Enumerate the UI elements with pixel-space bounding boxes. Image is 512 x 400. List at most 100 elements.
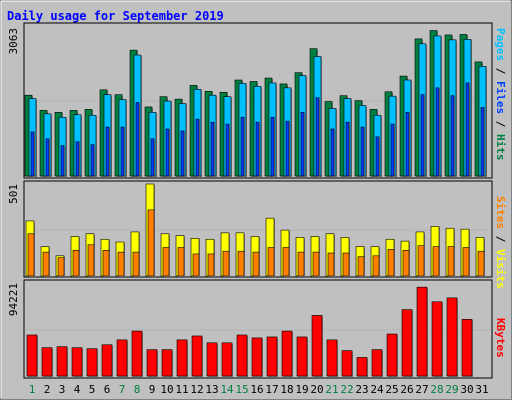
bar-pages-day-18: [285, 120, 290, 177]
x-tick-label-day-17: 17: [265, 383, 278, 396]
bar-pages-day-15: [240, 116, 245, 177]
legend-pages: Pages: [494, 28, 507, 61]
x-tick-label-day-21: 21: [325, 383, 338, 396]
bar-kbytes-day-4: [71, 347, 83, 377]
bar-pages-day-30: [465, 82, 470, 177]
bar-kbytes-day-22: [341, 350, 353, 377]
bar-sites-day-21: [327, 252, 335, 277]
x-tick-label-day-6: 6: [104, 383, 111, 396]
x-tick-label-day-1: 1: [29, 383, 36, 396]
bar-kbytes-day-29: [446, 297, 458, 377]
x-tick-label-day-26: 26: [400, 383, 413, 396]
y-max-label-hits: 3063: [7, 28, 20, 55]
bar-sites-day-31: [477, 250, 485, 277]
bar-kbytes-day-8: [131, 330, 143, 377]
bar-kbytes-day-1: [26, 334, 38, 377]
x-tick-label-day-5: 5: [89, 383, 96, 396]
bar-kbytes-day-3: [56, 346, 68, 377]
y-axis-label-hits-files-pages: Pages / Files / Hits: [494, 28, 507, 161]
bar-pages-day-6: [105, 126, 110, 177]
bar-pages-day-29: [450, 95, 455, 177]
x-tick-label-day-23: 23: [355, 383, 368, 396]
bar-pages-day-21: [330, 128, 335, 177]
x-axis-tick-labels: 1 2 3 4 5 6 7 8 9 10 11 12 13 14 15 16 17 18 19 20 21 22 23 24 2…: [29, 383, 489, 396]
x-tick-label-day-28: 28: [430, 383, 443, 396]
bar-sites-day-7: [117, 251, 125, 277]
bar-pages-day-1: [30, 131, 35, 177]
x-tick-label-day-2: 2: [44, 383, 51, 396]
bar-sites-day-28: [432, 246, 440, 277]
bar-sites-day-23: [357, 256, 365, 277]
bar-sites-day-16: [252, 251, 260, 277]
bar-pages-day-10: [165, 128, 170, 177]
x-tick-label-day-16: 16: [250, 383, 263, 396]
bar-sites-day-22: [342, 252, 350, 277]
bar-sites-day-27: [417, 245, 425, 277]
bar-sites-day-3: [57, 257, 65, 277]
bar-sites-day-24: [372, 255, 380, 277]
bar-sites-day-2: [42, 251, 50, 277]
bar-pages-day-3: [60, 145, 65, 177]
bar-pages-day-4: [75, 141, 80, 177]
bar-sites-day-30: [462, 247, 470, 277]
legend-sites: Sites: [494, 196, 507, 229]
bar-sites-day-26: [402, 249, 410, 277]
bar-kbytes-day-17: [266, 336, 278, 377]
bar-kbytes-day-14: [221, 342, 233, 377]
x-tick-label-day-15: 15: [235, 383, 248, 396]
bar-kbytes-day-11: [176, 339, 188, 377]
legend-hits: Hits: [494, 134, 507, 161]
bar-pages-day-26: [405, 112, 410, 177]
y-max-label-kbytes: 94221: [7, 283, 20, 316]
bar-pages-day-7: [120, 126, 125, 177]
x-tick-label-day-29: 29: [445, 383, 458, 396]
bar-kbytes-day-23: [356, 357, 368, 377]
y-max-label-visits: 501: [7, 184, 20, 204]
bar-kbytes-day-28: [431, 301, 443, 377]
bar-kbytes-day-16: [251, 337, 263, 377]
bar-sites-day-10: [162, 247, 170, 277]
bar-sites-day-11: [177, 247, 185, 277]
bar-pages-day-16: [255, 121, 260, 177]
bar-sites-day-13: [207, 253, 215, 277]
x-tick-label-day-22: 22: [340, 383, 353, 396]
bar-pages-day-9: [150, 138, 155, 177]
legend-sep-2: /: [494, 114, 507, 134]
bar-kbytes-day-10: [161, 349, 173, 377]
x-tick-label-day-3: 3: [59, 383, 66, 396]
bar-kbytes-day-24: [371, 349, 383, 377]
x-tick-label-day-4: 4: [74, 383, 81, 396]
x-tick-label-day-24: 24: [370, 383, 384, 396]
panel-kbytes-bars: [25, 286, 491, 377]
x-tick-label-day-7: 7: [119, 383, 126, 396]
bar-kbytes-day-20: [311, 315, 323, 377]
bar-sites-day-6: [102, 249, 110, 277]
legend-files: Files: [494, 81, 507, 114]
bar-sites-day-5: [87, 244, 95, 277]
bar-kbytes-day-30: [461, 319, 473, 377]
x-tick-label-day-9: 9: [149, 383, 156, 396]
x-tick-label-day-25: 25: [385, 383, 398, 396]
bar-sites-day-25: [387, 249, 395, 277]
bar-sites-day-29: [447, 246, 455, 277]
x-tick-label-day-19: 19: [295, 383, 308, 396]
x-tick-label-day-27: 27: [415, 383, 428, 396]
bar-kbytes-day-7: [116, 339, 128, 377]
bar-pages-day-24: [375, 136, 380, 177]
bar-pages-day-2: [45, 138, 50, 177]
bar-pages-day-14: [225, 123, 230, 177]
bar-sites-day-8: [132, 251, 140, 277]
bar-kbytes-day-18: [281, 330, 293, 377]
x-tick-label-day-14: 14: [220, 383, 234, 396]
bar-sites-day-18: [282, 247, 290, 277]
bar-sites-day-9: [147, 209, 155, 277]
bar-pages-day-23: [360, 126, 365, 177]
bar-kbytes-day-19: [296, 336, 308, 377]
bar-pages-day-31: [480, 107, 485, 177]
x-tick-label-day-12: 12: [190, 383, 203, 396]
bar-sites-day-17: [267, 247, 275, 277]
bar-sites-day-19: [297, 251, 305, 277]
x-tick-label-day-13: 13: [205, 383, 218, 396]
x-tick-label-day-31: 31: [475, 383, 488, 396]
legend-sep-3: /: [494, 229, 507, 249]
